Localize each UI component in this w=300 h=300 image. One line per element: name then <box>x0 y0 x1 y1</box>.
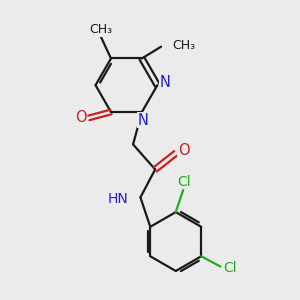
Text: HN: HN <box>107 192 128 206</box>
Text: CH₃: CH₃ <box>89 23 112 36</box>
Text: CH₃: CH₃ <box>172 39 195 52</box>
Text: O: O <box>75 110 86 125</box>
Text: O: O <box>178 143 190 158</box>
Text: Cl: Cl <box>177 175 190 189</box>
Text: Cl: Cl <box>223 261 237 275</box>
Text: N: N <box>138 113 149 128</box>
Text: N: N <box>160 75 171 90</box>
